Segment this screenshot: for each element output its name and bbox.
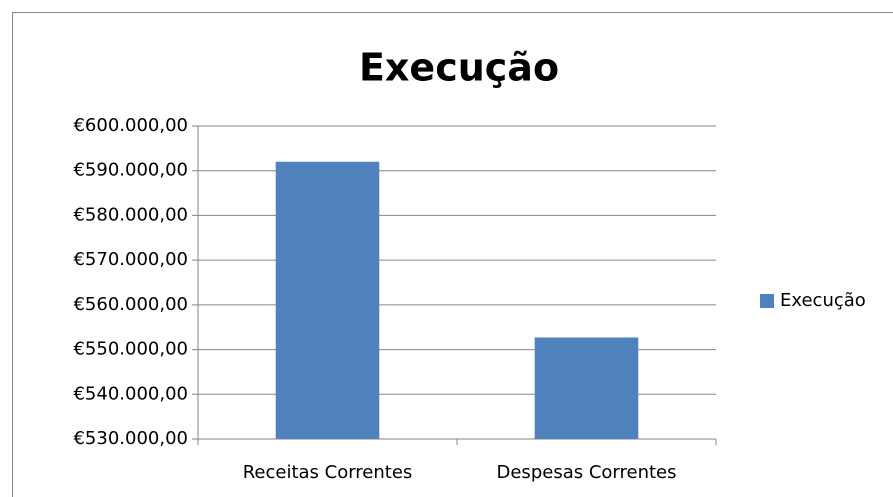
y-tick-label: €570.000,00 <box>73 249 188 270</box>
y-tick-label: €560.000,00 <box>73 294 188 315</box>
x-tick-label: Despesas Correntes <box>497 462 677 483</box>
legend-label: Execução <box>780 290 866 311</box>
x-tick-label: Receitas Correntes <box>243 462 413 483</box>
y-tick-label: €530.000,00 <box>73 428 188 449</box>
y-tick-label: €540.000,00 <box>73 383 188 404</box>
chart-title: Execução <box>359 46 559 90</box>
y-tick-label: €580.000,00 <box>73 204 188 225</box>
y-tick-label: €600.000,00 <box>73 115 188 136</box>
y-tick-label: €590.000,00 <box>73 160 188 181</box>
legend-swatch <box>760 294 774 308</box>
y-tick-label: €550.000,00 <box>73 339 188 360</box>
chart-border <box>12 12 893 497</box>
bar <box>534 337 639 439</box>
bar <box>275 161 380 439</box>
